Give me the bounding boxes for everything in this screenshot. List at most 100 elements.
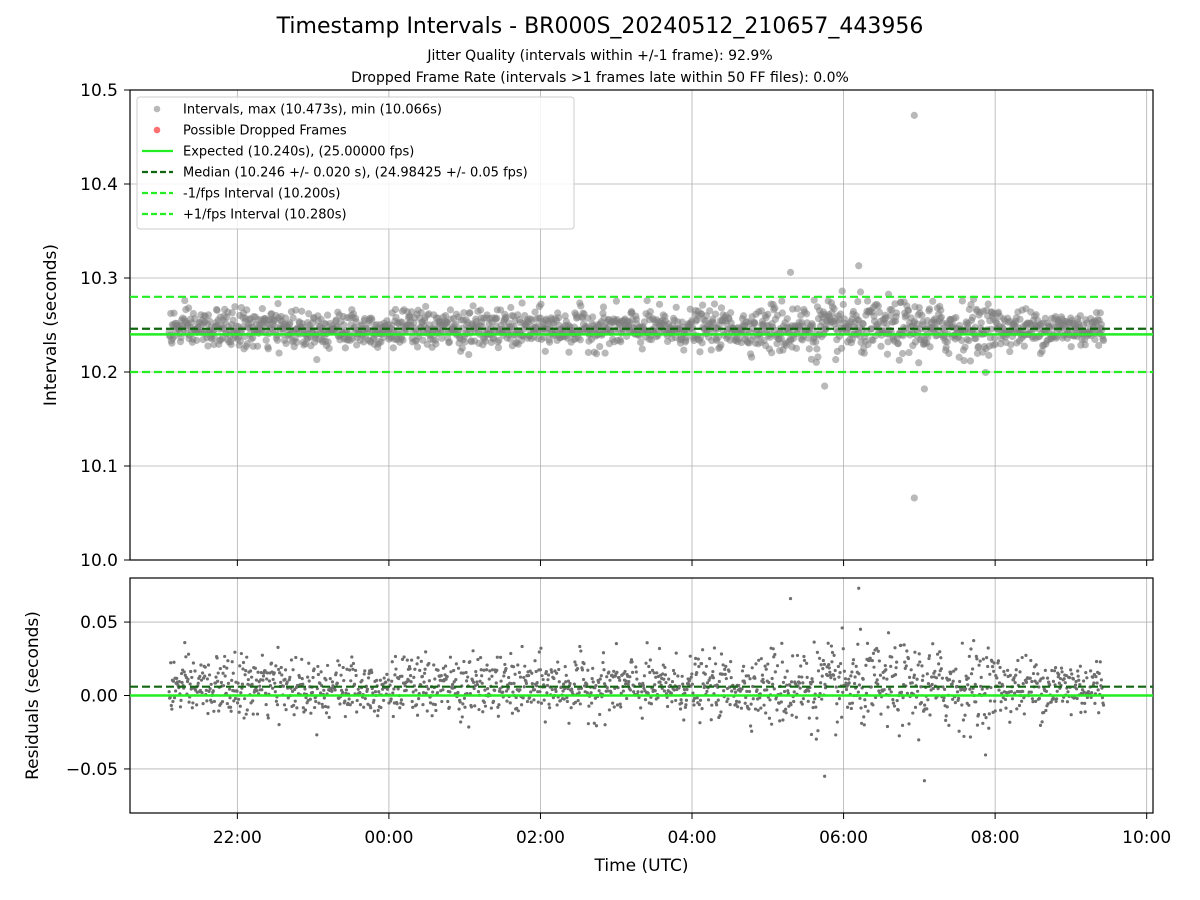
residual-point [963,713,967,717]
interval-point [324,338,332,346]
residual-point [913,650,917,654]
residual-point [682,718,686,722]
residual-point [273,681,277,685]
residual-point [1020,699,1024,703]
residual-point [745,689,749,693]
residual-point [680,674,684,678]
interval-point [392,313,400,322]
residual-point [524,681,529,685]
residual-point [748,677,752,681]
residual-point [502,674,506,678]
interval-point [960,356,968,365]
chart-title: Timestamp Intervals - BR000S_20240512_21… [276,14,924,39]
residual-point [646,691,650,695]
residual-point [834,733,838,737]
residual-point [828,673,832,677]
residual-point [216,679,220,683]
interval-point [859,320,867,328]
interval-point [170,309,178,317]
residual-point [1016,658,1020,663]
interval-point [493,314,501,322]
interval-point [926,343,934,351]
residual-point [778,719,782,723]
residual-point [687,682,691,686]
residual-point [1097,671,1101,676]
residual-point [291,668,295,672]
residual-point [1021,689,1025,693]
residual-point [221,684,226,688]
interval-point [706,307,714,315]
residual-point [237,697,241,701]
residual-point [833,668,837,673]
interval-point [698,339,706,347]
interval-point [877,342,885,350]
residual-point [380,687,385,691]
residual-point [577,691,581,695]
residual-point [865,641,870,646]
residual-point [294,655,298,660]
residual-point [1045,676,1050,680]
residual-point [284,708,288,712]
residual-point [539,701,544,705]
residual-point [625,696,629,701]
interval-point [1095,341,1103,350]
residual-point [837,675,841,679]
residual-point [520,644,524,649]
residual-point [447,705,451,709]
residual-point [267,679,271,683]
residual-point [794,682,798,686]
interval-point [777,334,785,343]
residual-point [282,703,287,707]
residual-point [499,679,503,683]
interval-point [814,353,822,361]
residual-point [1054,699,1058,704]
interval-point [391,305,400,314]
residual-point [589,691,593,695]
interval-point [184,304,193,312]
residual-point [797,675,801,679]
residual-point [993,709,997,713]
residual-point [750,729,754,733]
residual-point [509,682,513,686]
residual-point [861,677,865,681]
interval-point [577,302,585,310]
residual-point [271,686,275,690]
residual-point [1008,720,1012,724]
interval-point [958,297,966,305]
residual-point [747,707,751,711]
residual-point [682,687,686,692]
residual-point [272,671,276,675]
interval-point [830,305,838,313]
residual-point [411,705,415,709]
residual-point [258,684,262,688]
residual-point [276,667,281,672]
residual-point [940,676,945,680]
residual-point [615,670,619,674]
residual-point [535,681,539,685]
interval-point [915,359,923,367]
interval-point [253,342,262,350]
residual-point [482,700,486,704]
residual-point [607,670,611,674]
residual-point [295,706,299,710]
residual-point [458,700,462,704]
residual-point [186,677,190,681]
intervals-frame [129,89,1154,561]
residual-point [1029,658,1033,663]
interval-point [494,344,502,352]
residual-point [814,737,818,741]
residual-point [966,683,970,687]
residual-point [537,650,541,654]
residual-point [889,664,893,668]
residual-point [871,651,876,655]
residual-point [281,684,285,688]
interval-point [275,349,283,357]
interval-point [925,305,934,313]
interval-point [812,338,820,346]
residual-point [718,713,722,718]
residual-point [1064,673,1068,678]
residual-point [885,724,890,729]
residual-point [670,679,675,684]
residual-point [759,657,763,661]
interval-point [984,300,992,308]
